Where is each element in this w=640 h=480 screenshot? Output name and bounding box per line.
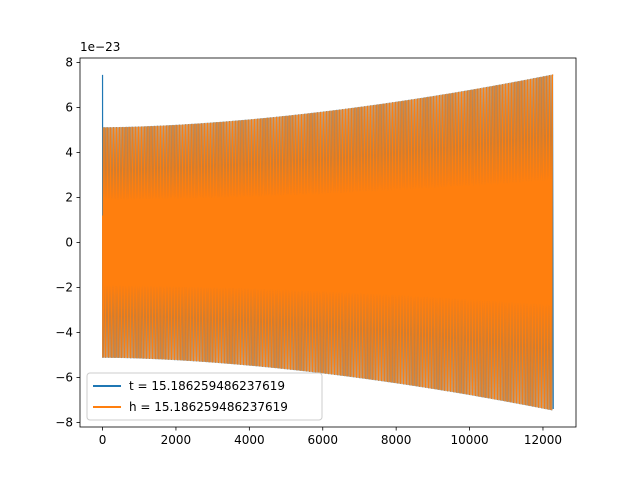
x-tick-label: 12000 (524, 433, 562, 447)
series-line-h (102, 74, 554, 411)
y-tick-label: 2 (65, 191, 73, 205)
x-tick-label: 4000 (234, 433, 265, 447)
x-tick-label: 6000 (307, 433, 338, 447)
y-tick-label: −6 (55, 371, 73, 385)
legend-box (86, 372, 323, 421)
legend: t = 15.186259486237619 h = 15.1862594862… (86, 372, 323, 421)
axes: 0 2000 4000 6000 8000 10000 12000 −8 −6 −4 −2 0 2 4 6 8 (55, 56, 577, 447)
x-tick-label: 2000 (161, 433, 192, 447)
y-offset-label: 1e−23 (80, 40, 120, 54)
y-tick-label: 8 (65, 56, 73, 70)
x-tick-label: 10000 (450, 433, 488, 447)
y-tick-label: 0 (65, 236, 73, 250)
y-tick-label: −4 (55, 326, 73, 340)
y-tick-label: 6 (65, 101, 73, 115)
legend-label-h: h = 15.186259486237619 (129, 400, 288, 414)
x-tick-label: 0 (99, 433, 107, 447)
y-tick-label: −8 (55, 416, 73, 430)
y-tick-label: 4 (65, 146, 73, 160)
legend-label-t: t = 15.186259486237619 (129, 379, 285, 393)
plot-area (101, 74, 554, 411)
x-tick-label: 8000 (381, 433, 412, 447)
y-tick-label: −2 (55, 281, 73, 295)
